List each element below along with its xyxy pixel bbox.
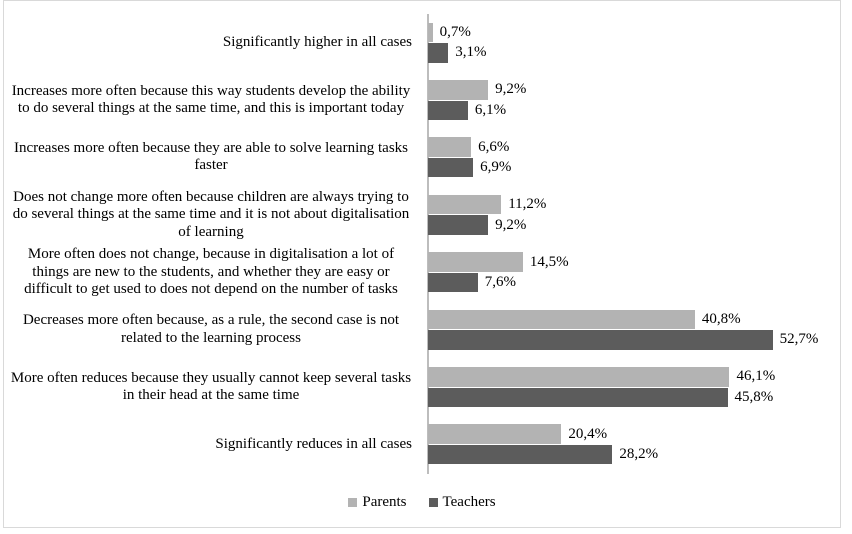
category-row: More often reduces because they usually … <box>4 358 840 415</box>
category-label: More often does not change, because in d… <box>24 246 398 297</box>
category-label-cell: Increases more often because they are ab… <box>4 140 428 175</box>
parents-value-label: 6,6% <box>478 138 510 155</box>
bar-line: 0,7% <box>428 22 840 43</box>
teachers-value-label: 6,1% <box>474 101 507 118</box>
parents-value-label: 46,1% <box>736 368 776 385</box>
category-row: More often does not change, because in d… <box>4 244 840 301</box>
category-label: Increases more often because they are ab… <box>14 139 408 174</box>
bars-cell: 0,7% 3,1% <box>428 22 840 64</box>
bars-cell: 11,2% 9,2% <box>428 194 840 236</box>
teachers-swatch-icon <box>428 498 438 507</box>
category-label: Significantly higher in all cases <box>222 33 412 50</box>
category-label-cell: Decreases more often because, as a rule,… <box>4 312 428 347</box>
category-row: Decreases more often because, as a rule,… <box>4 301 840 358</box>
legend-item-parents: Parents <box>348 494 407 511</box>
bar-line: 11,2% <box>428 194 840 215</box>
bar-line: 40,8% <box>428 309 840 330</box>
bar-line: 9,2% <box>428 215 840 235</box>
legend-item-teachers: Teachers <box>428 494 496 511</box>
bar-line: 3,1% <box>428 43 840 63</box>
bar-line: 7,6% <box>428 272 840 293</box>
teachers-bar <box>428 157 474 178</box>
category-axis-line <box>427 14 429 474</box>
bar-line: 28,2% <box>428 444 840 465</box>
parents-swatch-icon <box>348 498 358 507</box>
teachers-bar <box>428 272 478 293</box>
parents-value-label: 9,2% <box>495 81 527 98</box>
teachers-value-label: 52,7% <box>779 331 819 348</box>
bar-line: 46,1% <box>428 367 840 387</box>
bar-line: 9,2% <box>428 80 840 100</box>
legend: Parents Teachers <box>4 494 840 511</box>
bars-cell: 46,1% 45,8% <box>428 366 840 408</box>
category-label-cell: Significantly higher in all cases <box>4 34 428 52</box>
parents-bar <box>428 194 502 215</box>
parents-bar <box>428 80 489 100</box>
parents-bar <box>428 22 433 43</box>
bars-cell: 20,4% 28,2% <box>428 423 840 465</box>
category-label: More often reduces because they usually … <box>10 369 412 404</box>
category-label: Decreases more often because, as a rule,… <box>22 312 400 346</box>
category-row: Significantly reduces in all cases 20,4% 2… <box>4 416 840 473</box>
parents-bar <box>428 252 523 272</box>
parents-bar <box>428 424 562 444</box>
teachers-bar <box>428 330 773 350</box>
parents-bar <box>428 309 695 330</box>
category-label-cell: Does not change more often because child… <box>4 189 428 242</box>
category-label-cell: More often does not change, because in d… <box>4 246 428 299</box>
parents-value-label: 40,8% <box>701 310 741 327</box>
bars-cell: 40,8% 52,7% <box>428 309 840 351</box>
parents-value-label: 0,7% <box>439 23 471 40</box>
parents-value-label: 20,4% <box>568 425 608 442</box>
legend-label-parents: Parents <box>362 494 407 510</box>
teachers-bar <box>428 100 468 121</box>
bar-line: 14,5% <box>428 252 840 272</box>
plot-area: Significantly higher in all cases 0,7% 3,1… <box>4 14 840 473</box>
bar-line: 45,8% <box>428 387 840 408</box>
category-row: Increases more often because this way st… <box>4 71 840 128</box>
bar-line: 52,7% <box>428 330 840 350</box>
parents-bar <box>428 367 730 387</box>
bar-line: 6,9% <box>428 157 840 178</box>
teachers-bar <box>428 43 449 63</box>
teachers-bar <box>428 444 613 465</box>
teachers-value-label: 28,2% <box>619 446 659 463</box>
chart-figure: Significantly higher in all cases 0,7% 3,1… <box>3 0 841 528</box>
bar-line: 20,4% <box>428 424 840 444</box>
teachers-bar <box>428 387 728 408</box>
parents-value-label: 11,2% <box>508 196 547 213</box>
category-label-cell: Increases more often because this way st… <box>4 83 428 118</box>
legend-label-teachers: Teachers <box>442 494 496 510</box>
category-label: Does not change more often because child… <box>12 188 410 240</box>
bar-line: 6,6% <box>428 137 840 157</box>
teachers-bar <box>428 215 489 235</box>
category-label-cell: More often reduces because they usually … <box>4 370 428 405</box>
teachers-value-label: 6,9% <box>480 159 512 176</box>
bar-line: 6,1% <box>428 100 840 121</box>
bars-cell: 9,2% 6,1% <box>428 79 840 121</box>
parents-value-label: 14,5% <box>529 253 569 270</box>
category-row: Significantly higher in all cases 0,7% 3,1… <box>4 14 840 71</box>
teachers-value-label: 3,1% <box>455 44 487 61</box>
category-label: Increases more often because this way st… <box>11 82 411 117</box>
category-row: Does not change more often because child… <box>4 186 840 243</box>
teachers-value-label: 9,2% <box>495 216 527 233</box>
category-label-cell: Significantly reduces in all cases <box>4 436 428 454</box>
teachers-value-label: 7,6% <box>484 274 516 290</box>
teachers-value-label: 45,8% <box>734 388 774 405</box>
bars-cell: 14,5% 7,6% <box>428 251 840 293</box>
bars-cell: 6,6% 6,9% <box>428 136 840 178</box>
category-label: Significantly reduces in all cases <box>215 435 412 452</box>
parents-bar <box>428 137 472 157</box>
category-row: Increases more often because they are ab… <box>4 129 840 186</box>
